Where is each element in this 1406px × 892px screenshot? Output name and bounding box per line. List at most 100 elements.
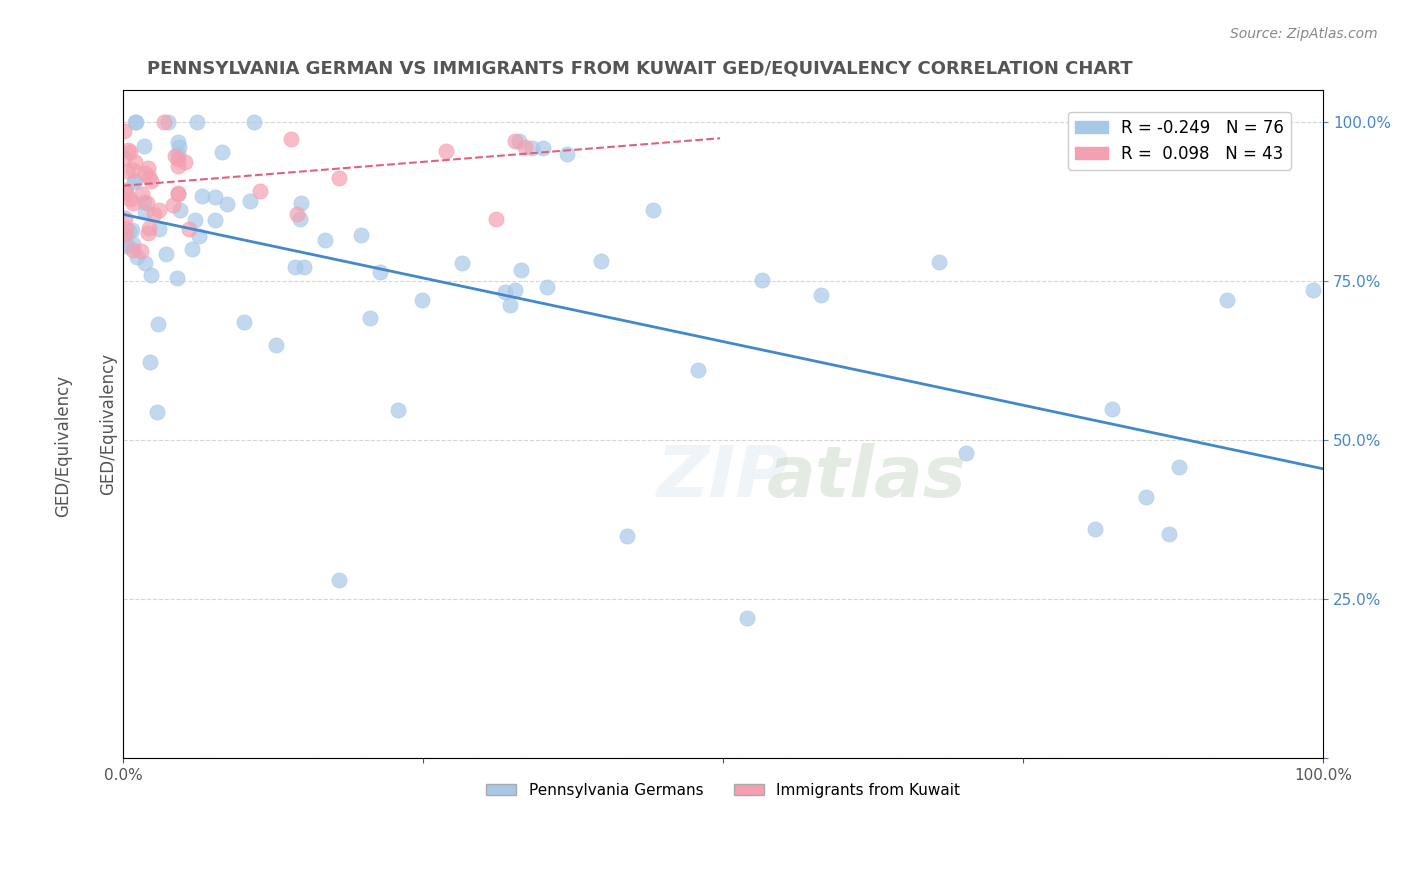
Point bbox=[122, 175, 145, 189]
Point bbox=[167, 187, 190, 202]
Point bbox=[118, 224, 141, 238]
Point bbox=[204, 190, 226, 204]
Point bbox=[166, 152, 188, 166]
Point bbox=[204, 212, 226, 227]
Point bbox=[148, 202, 170, 217]
Point bbox=[138, 169, 160, 184]
Text: PENNSYLVANIA GERMAN VS IMMIGRANTS FROM KUWAIT GED/EQUIVALENCY CORRELATION CHART: PENNSYLVANIA GERMAN VS IMMIGRANTS FROM K… bbox=[146, 60, 1133, 78]
Point bbox=[215, 197, 238, 211]
Point bbox=[148, 222, 170, 236]
Point bbox=[146, 405, 169, 419]
Point bbox=[184, 212, 207, 227]
Point bbox=[134, 205, 156, 219]
Point bbox=[134, 166, 156, 180]
Point bbox=[124, 155, 146, 169]
Point bbox=[181, 243, 204, 257]
Point bbox=[368, 264, 391, 278]
Point bbox=[124, 173, 146, 187]
Point bbox=[314, 233, 336, 247]
Point bbox=[928, 255, 950, 269]
Point bbox=[387, 402, 409, 417]
Text: Source: ZipAtlas.com: Source: ZipAtlas.com bbox=[1230, 27, 1378, 41]
Point bbox=[132, 139, 155, 153]
Point bbox=[242, 115, 264, 129]
Point bbox=[152, 115, 174, 129]
Point bbox=[531, 140, 554, 154]
Point bbox=[536, 280, 558, 294]
Point bbox=[520, 140, 543, 154]
Point bbox=[122, 244, 145, 258]
Point bbox=[1135, 490, 1157, 504]
Point bbox=[112, 151, 135, 165]
Point bbox=[290, 196, 312, 211]
Point bbox=[411, 293, 433, 308]
Point bbox=[166, 186, 188, 200]
Point bbox=[1157, 526, 1180, 541]
Point bbox=[120, 145, 142, 159]
Point bbox=[162, 198, 184, 212]
Point bbox=[114, 211, 136, 225]
Point bbox=[751, 273, 773, 287]
Point bbox=[134, 256, 156, 270]
Point bbox=[114, 236, 136, 251]
Point bbox=[735, 611, 758, 625]
Point bbox=[211, 145, 233, 159]
Point bbox=[117, 143, 139, 157]
Point bbox=[350, 228, 373, 243]
Point bbox=[1302, 283, 1324, 297]
Point bbox=[166, 160, 188, 174]
Point bbox=[688, 363, 710, 377]
Point bbox=[232, 315, 254, 329]
Point bbox=[118, 193, 141, 207]
Point bbox=[249, 184, 271, 198]
Point bbox=[115, 239, 138, 253]
Y-axis label: GED/Equivalency: GED/Equivalency bbox=[100, 353, 117, 495]
Point bbox=[165, 149, 187, 163]
Point bbox=[292, 260, 315, 274]
Text: GED/Equivalency: GED/Equivalency bbox=[55, 375, 72, 517]
Point bbox=[1168, 460, 1191, 475]
Point bbox=[179, 221, 201, 235]
Point bbox=[280, 131, 302, 145]
Point bbox=[328, 170, 350, 185]
Point bbox=[555, 147, 578, 161]
Point bbox=[146, 317, 169, 331]
Point bbox=[122, 236, 145, 251]
Point bbox=[451, 256, 474, 270]
Point bbox=[136, 195, 159, 210]
Point bbox=[494, 285, 516, 299]
Point bbox=[499, 298, 522, 312]
Point bbox=[485, 212, 508, 227]
Point bbox=[288, 212, 311, 227]
Point bbox=[115, 186, 138, 200]
Point bbox=[1101, 402, 1123, 417]
Point bbox=[125, 115, 148, 129]
Point bbox=[591, 254, 613, 268]
Point bbox=[112, 124, 135, 138]
Point bbox=[285, 207, 308, 221]
Point bbox=[138, 221, 160, 235]
Point bbox=[174, 155, 197, 169]
Point bbox=[132, 195, 155, 210]
Point bbox=[641, 203, 664, 218]
Point bbox=[139, 355, 162, 369]
Point bbox=[129, 244, 152, 259]
Point bbox=[508, 134, 530, 148]
Point bbox=[139, 268, 162, 282]
Text: ZIP: ZIP bbox=[657, 443, 789, 512]
Point bbox=[166, 271, 188, 285]
Point bbox=[188, 228, 211, 243]
Point bbox=[513, 140, 536, 154]
Point bbox=[955, 446, 977, 460]
Point bbox=[124, 115, 146, 129]
Point bbox=[284, 260, 307, 275]
Point bbox=[169, 203, 191, 218]
Point bbox=[503, 134, 526, 148]
Point bbox=[115, 164, 138, 178]
Point bbox=[166, 135, 188, 149]
Point bbox=[167, 140, 190, 154]
Legend: Pennsylvania Germans, Immigrants from Kuwait: Pennsylvania Germans, Immigrants from Ku… bbox=[479, 777, 966, 805]
Point bbox=[114, 182, 136, 196]
Point bbox=[359, 311, 381, 326]
Point bbox=[436, 145, 458, 159]
